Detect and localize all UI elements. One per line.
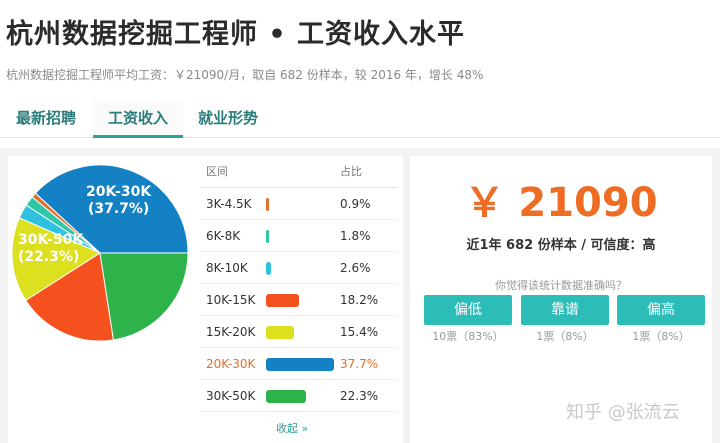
vote-low-button[interactable]: 偏低 [424,295,512,325]
pie-slice [99,252,189,341]
row-bar [266,230,270,243]
tab-employment[interactable]: 就业形势 [198,109,259,127]
row-bar [266,294,299,307]
column-header-range: 区间 [206,165,228,178]
row-bar [266,326,294,339]
row-percent: 15.4% [340,325,379,339]
vote-low-count: 10票（83%） [432,330,504,343]
table-row: 10K-15K 18.2% [200,284,398,316]
row-range: 15K-20K [206,325,256,339]
pie-label-top-pct: (37.7%) [87,201,150,217]
pie-label-left-range: 30K-50K [18,232,84,248]
row-bar [266,358,334,371]
row-percent: 18.2% [340,293,379,307]
row-range: 10K-15K [206,293,256,307]
vote-high-count: 1票（8%） [632,330,690,343]
page-subtitle: 杭州数据挖掘工程师平均工资：￥21090/月，取自 682 份样本，较 2016… [6,68,484,82]
pie-label-top-range: 20K-30K [86,184,152,200]
collapse-link[interactable]: 收起 » [276,422,309,435]
table-row: 6K-8K 1.8% [200,220,398,252]
row-percent: 0.9% [340,197,371,211]
row-percent: 22.3% [340,389,379,403]
page-title: 杭州数据挖掘工程师 • 工资收入水平 [6,19,466,50]
pie-label-left: 30K-50K (22.3%) [18,232,83,266]
pie-slice [25,252,115,342]
salary-pie-chart [11,164,189,342]
tab-salary[interactable]: 工资收入 [93,100,183,138]
row-bar [266,198,269,211]
sample-info: 近1年 682 份样本 / 可信度：高 [466,238,656,253]
vote-high-button[interactable]: 偏高 [617,295,705,325]
vote-accurate-button[interactable]: 靠谱 [521,295,609,325]
average-salary: ￥ 21090 [464,180,658,226]
pie-slice [34,164,189,254]
watermark: 知乎 @张流云 [566,402,680,423]
pie-label-top: 20K-30K (37.7%) [86,184,151,218]
pie-label-left-pct: (22.3%) [18,249,80,265]
row-range: 6K-8K [206,229,241,243]
column-header-share: 占比 [340,165,362,178]
pie-slice [11,217,102,302]
table-row: 30K-50K 22.3% [200,380,398,412]
row-percent: 37.7% [340,357,379,371]
table-row: 15K-20K 15.4% [200,316,398,348]
accuracy-question: 你觉得该统计数据准确吗？ [495,279,627,292]
tab-latest-jobs[interactable]: 最新招聘 [16,109,77,127]
table-row: 20K-30K 37.7% [200,348,398,380]
tab-bar: 最新招聘 工资收入 就业形势 [0,100,720,138]
row-bar [266,390,307,403]
row-range: 20K-30K [206,357,256,371]
row-bar [266,262,271,275]
row-range: 30K-50K [206,389,256,403]
row-percent: 1.8% [340,229,371,243]
table-row: 8K-10K 2.6% [200,252,398,284]
vote-accurate-count: 1票（8%） [536,330,594,343]
table-row: 3K-4.5K 0.9% [200,188,398,220]
row-range: 8K-10K [206,261,248,275]
row-range: 3K-4.5K [206,197,252,211]
table-header-divider [200,187,398,188]
row-percent: 2.6% [340,261,371,275]
